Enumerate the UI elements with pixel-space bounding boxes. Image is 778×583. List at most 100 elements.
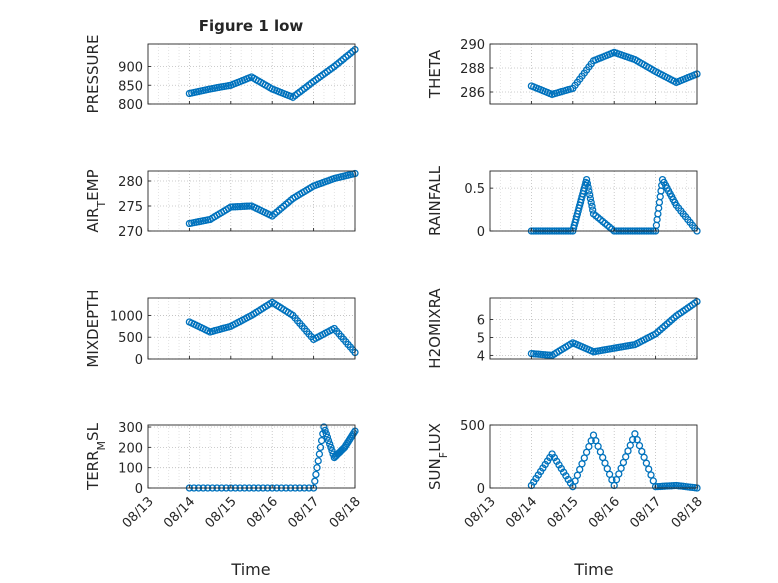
data-point: [555, 461, 563, 469]
y-tick-label: 0: [135, 482, 143, 497]
axes-box: [489, 170, 698, 232]
y-tick-label: 5: [477, 331, 485, 346]
y-tick-label: 800: [118, 98, 143, 113]
y-tick-label: 500: [118, 331, 143, 346]
data-point: [316, 443, 325, 452]
y-axis-label: TERRMSL: [84, 422, 108, 491]
y-tick-label: 0.5: [464, 182, 485, 197]
data-point: [229, 203, 237, 211]
data-point: [582, 175, 591, 184]
y-tick-label: 500: [460, 419, 485, 434]
data-point: [654, 482, 662, 491]
data-point: [635, 441, 644, 450]
data-point: [587, 198, 595, 207]
data-point: [578, 460, 586, 468]
x-tick-label: 08/17: [627, 494, 664, 531]
data-point: [312, 470, 320, 479]
data-point: [326, 440, 334, 448]
grid: [490, 298, 697, 359]
y-tick-label: 280: [118, 175, 143, 190]
axes-box: [489, 43, 698, 105]
data-point: [227, 203, 235, 211]
data-point: [633, 436, 641, 444]
y-tick-label: 275: [118, 200, 143, 215]
sun-flux-panel: 0 500 08/13 08/14 08/15 08/16 08/17 08/18 SUNFLU…: [426, 419, 706, 531]
y-axis-label: SUNFLUX: [426, 423, 450, 490]
data-point: [640, 453, 648, 461]
data-point: [589, 206, 597, 214]
data-point: [314, 457, 322, 465]
data-point: [647, 471, 655, 479]
x-axis-label-right: Time: [573, 560, 613, 579]
data-point: [670, 481, 678, 490]
x-tick-label: 08/14: [161, 494, 198, 531]
data-point: [323, 433, 332, 441]
data-point: [564, 475, 572, 484]
data-point: [649, 477, 657, 485]
x-tick-label: 08/18: [327, 494, 364, 531]
y-axis-label: THETA: [426, 49, 444, 99]
y-tick-label: 286: [460, 86, 485, 101]
data-point: [245, 202, 253, 210]
figure-title: Figure 1 low: [199, 17, 304, 35]
data-point: [234, 203, 242, 211]
data-point: [586, 191, 594, 199]
y-axis-label: PRESSURE: [84, 35, 102, 114]
y-tick-label: 300: [118, 421, 143, 436]
y-tick-label: 0: [477, 482, 485, 497]
data-point: [324, 436, 333, 445]
rainfall-panel: 0 0.5 RAINFALL: [426, 165, 701, 240]
y-axis-label: MIXDEPTH: [84, 289, 102, 367]
x-tick-label: 08/16: [586, 494, 623, 531]
data-point: [658, 482, 667, 490]
data-point: [317, 436, 326, 445]
axes-box: [147, 297, 356, 360]
data-point: [655, 198, 664, 207]
data-point: [583, 179, 592, 188]
data-point: [327, 443, 335, 452]
data-point: [243, 202, 251, 210]
y-tick-label: 100: [118, 462, 143, 477]
x-tick-label: 08/13: [120, 494, 157, 531]
data-point: [652, 221, 661, 229]
x-tick-label: 08/13: [462, 494, 499, 531]
axes-box: [147, 424, 356, 489]
data-point: [665, 482, 674, 490]
y-axis-label: H2OMIXRA: [426, 288, 444, 369]
x-tick-label: 08/14: [503, 494, 540, 531]
data-point: [617, 464, 625, 472]
x-tick-label: 08/17: [285, 494, 322, 531]
axes-box: [147, 170, 356, 232]
data-point: [553, 457, 561, 465]
y-tick-label: 200: [118, 441, 143, 456]
data-point: [638, 447, 646, 456]
y-tick-label: 290: [460, 38, 485, 53]
data-point: [548, 450, 556, 458]
theta-panel: 286 288 290 THETA: [426, 38, 701, 105]
y-tick-label: 0: [135, 353, 143, 368]
data-point: [311, 477, 319, 485]
x-axis-label-left: Time: [230, 560, 270, 579]
data-point: [663, 482, 671, 490]
y-tick-label: 1000: [110, 309, 143, 324]
data-point: [320, 423, 328, 431]
y-axis-label: AIRTEMP: [84, 169, 108, 232]
data-point: [653, 215, 661, 224]
data-point: [231, 203, 240, 211]
x-tick-label: 08/16: [244, 494, 281, 531]
data-point: [585, 187, 593, 195]
data-point: [559, 468, 568, 476]
axes-box: [147, 43, 356, 105]
data-point: [642, 459, 651, 467]
h2omixra-panel: 4 5 6 H2OMIXRA: [426, 288, 701, 369]
data-point: [656, 193, 664, 201]
x-tick-label: 08/15: [203, 494, 240, 531]
y-tick-label: 850: [118, 79, 143, 94]
air-temp-panel: 270 275 280 AIRTEMP: [84, 169, 359, 240]
y-axis-label: RAINFALL: [426, 165, 444, 236]
terr-msl-panel: 0 100 200 300 08/13 08/14 08/15 08/16 08/17 08/18…: [84, 421, 364, 531]
data-point: [645, 465, 653, 473]
data-point: [655, 204, 663, 212]
grid: [148, 298, 355, 360]
